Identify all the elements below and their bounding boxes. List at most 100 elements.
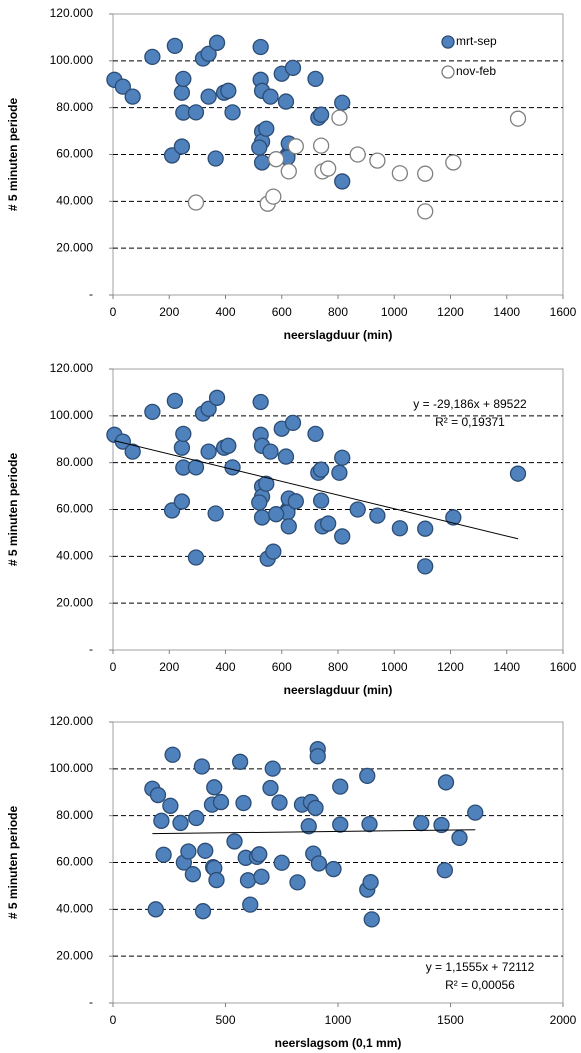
x-tick-label: 500 [215,1013,235,1027]
legend-marker [441,35,455,49]
data-point [187,104,205,121]
data-point [309,748,326,765]
y-tick-label: 20.000 [56,948,93,962]
data-point [331,464,348,481]
data-point [280,518,297,535]
data-point [349,146,366,163]
data-point [391,165,409,182]
trendline-r-squared: R² = 0,00056 [445,978,515,992]
data-point [436,862,454,879]
data-point [187,194,205,211]
data-point [212,793,230,811]
data-point [267,151,285,168]
x-tick-label: 600 [272,660,292,674]
data-point [172,814,189,832]
data-point [284,59,302,77]
data-point [153,812,170,829]
data-point [433,816,450,834]
data-point [258,475,275,492]
y-tick-label: 100.000 [50,53,94,67]
x-tick-label: 600 [272,305,292,319]
data-point [287,493,304,510]
y-tick-label: 120.000 [50,361,94,375]
data-point [166,37,184,54]
data-point [445,154,462,171]
data-point [253,868,270,885]
data-point [284,414,302,432]
x-tick-label: 0 [110,660,117,674]
data-point [220,82,237,99]
data-point [334,94,351,111]
y-tick-label: 40.000 [56,194,93,208]
x-tick-label: 1400 [493,660,520,674]
data-point [251,139,268,156]
data-point [197,842,214,859]
data-point [265,188,282,205]
data-point [362,874,379,891]
data-point [208,871,225,889]
data-point [173,84,191,101]
data-point [184,866,202,883]
y-tick-label: - [89,995,93,1009]
data-point [193,758,211,775]
data-point [208,389,226,406]
data-point [307,425,324,443]
y-tick-label: 60.000 [56,502,93,516]
x-tick-label: 1000 [381,305,408,319]
trendline-r-squared: R² = 0,19371 [435,415,505,429]
data-point [239,872,257,889]
data-point [194,903,212,920]
data-point [273,854,290,871]
data-point [251,494,268,511]
x-tick-label: 200 [159,305,179,319]
data-point [332,816,349,833]
x-tick-label: 800 [328,305,348,319]
trendline-equation: y = -29,186x + 89522 [413,397,527,411]
data-point [369,152,386,169]
data-point [162,797,179,814]
data-point [363,911,380,928]
legend-marker [441,65,455,79]
data-point [252,393,269,411]
data-point [334,528,351,545]
data-point [252,38,269,56]
data-point [251,846,268,863]
data-point [277,448,295,465]
data-point [175,425,192,443]
data-point [149,786,167,804]
data-point [287,138,304,155]
data-point [200,443,217,460]
y-tick-label: 120.000 [50,6,94,20]
x-tick-label: 1600 [550,305,577,319]
y-tick-label: 100.000 [50,408,94,422]
data-point [280,163,297,180]
data-point [166,392,184,409]
y-axis-title: # 5 minuten periode [6,805,20,919]
data-point [173,138,191,155]
data-point [187,549,205,566]
data-point [271,794,288,811]
y-tick-label: 60.000 [56,855,93,869]
data-point [262,88,279,105]
y-axis-title: # 5 minuten periode [6,97,20,211]
data-point [300,818,317,835]
x-axis-title: neerslagduur (min) [284,683,393,697]
trendline [152,829,476,835]
data-point [207,150,224,167]
data-point [334,173,351,190]
chart-panel: - 20.000 40.000 60.000 80.000 100.000 120.000 0… [6,6,576,342]
data-point [253,154,271,171]
data-point [226,833,243,850]
data-point [253,509,271,526]
y-tick-label: 80.000 [56,100,93,114]
data-point [155,846,172,863]
x-tick-label: 2000 [550,1013,577,1027]
data-point [262,443,279,460]
data-point [175,70,192,88]
x-axis-title: neerslagsom (0,1 mm) [275,1036,402,1050]
x-tick-label: 400 [215,305,235,319]
data-point [224,104,241,121]
data-point [320,515,337,532]
y-tick-label: 40.000 [56,902,93,916]
data-point [265,543,282,560]
